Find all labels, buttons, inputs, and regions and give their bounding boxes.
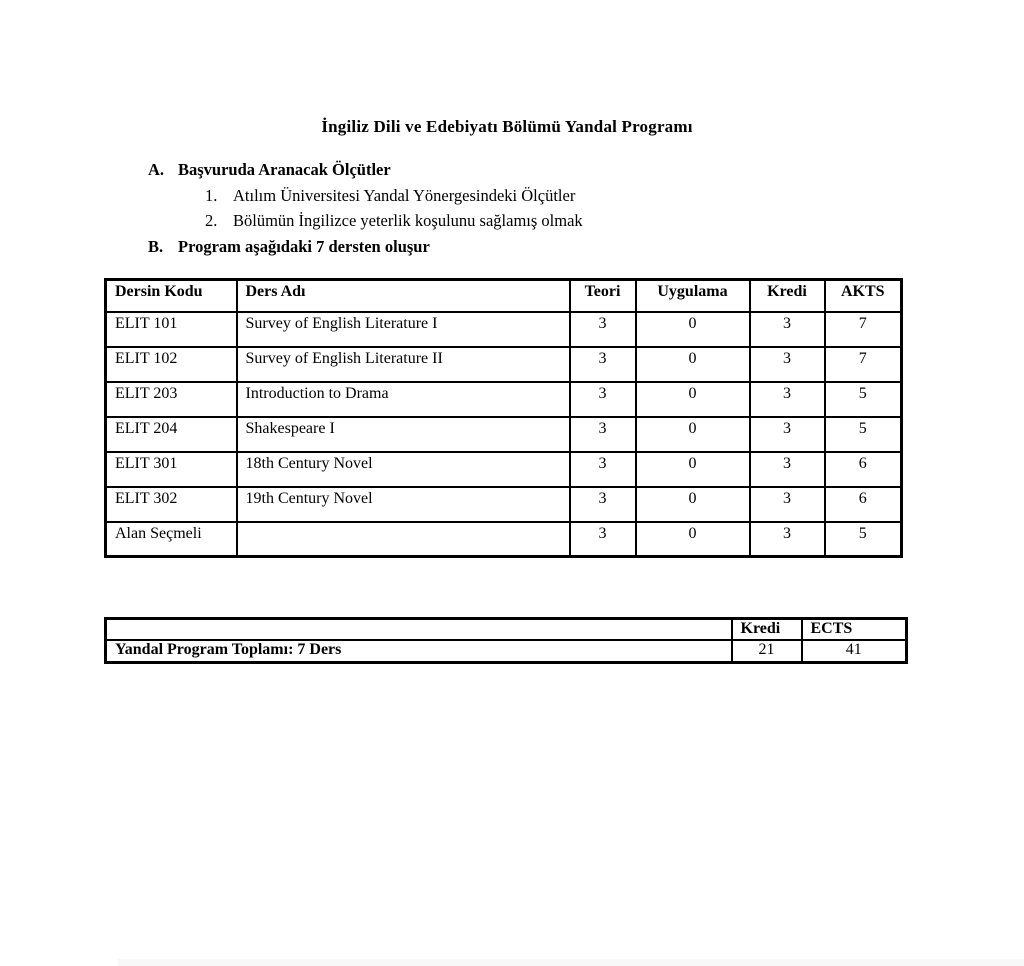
course-col-header: Uygulama: [634, 278, 751, 313]
course-name-cell: Survey of English Literature II: [235, 345, 571, 383]
course-col-header: Teori: [568, 278, 637, 313]
course-row: ELIT 203 Introduction to Drama 3 0 3 5: [104, 380, 903, 418]
course-value-cell: 0: [634, 450, 751, 488]
section-a-text: Başvuruda Aranacak Ölçütler: [178, 160, 391, 179]
course-col-header: Dersin Kodu: [104, 278, 238, 313]
course-code-cell: ELIT 203: [104, 380, 238, 418]
course-value-cell: 0: [634, 415, 751, 453]
course-col-header: Ders Adı: [235, 278, 571, 313]
course-table: Dersin Kodu Ders Adı Teori Uygulama Kredi AKT…: [104, 278, 903, 558]
course-value-cell: 3: [748, 450, 826, 488]
course-value-cell: 5: [823, 415, 903, 453]
course-value-cell: 3: [748, 310, 826, 348]
course-value-cell: 3: [748, 380, 826, 418]
summary-total-row: Yandal Program Toplamı: 7 Ders 21 41: [104, 638, 908, 664]
course-name-cell: 18th Century Novel: [235, 450, 571, 488]
course-value-cell: 7: [823, 345, 903, 383]
course-value-cell: 5: [823, 380, 903, 418]
summary-empty-header-cell: [104, 617, 733, 641]
section-a-marker: A.: [148, 160, 165, 179]
page-edge-strip: [118, 959, 1024, 966]
course-value-cell: 3: [748, 345, 826, 383]
course-value-cell: 3: [568, 520, 637, 558]
course-value-cell: 0: [634, 520, 751, 558]
section-b-heading: B. Program aşağıdaki 7 dersten oluşur: [148, 237, 430, 257]
course-value-cell: 3: [748, 485, 826, 523]
course-row: Alan Seçmeli 3 0 3 5: [104, 520, 903, 558]
summary-kredi-total: 21: [730, 638, 803, 664]
course-row: ELIT 301 18th Century Novel 3 0 3 6: [104, 450, 903, 488]
section-b-marker: B.: [148, 237, 164, 256]
course-table-header-row: Dersin Kodu Ders Adı Teori Uygulama Kredi AKT…: [104, 278, 903, 313]
criteria-item-2-marker: 2.: [205, 211, 218, 230]
summary-table: Kredi ECTS Yandal Program Toplamı: 7 Der…: [104, 617, 908, 664]
course-code-cell: ELIT 301: [104, 450, 238, 488]
summary-total-label: Yandal Program Toplamı: 7 Ders: [104, 638, 733, 664]
section-b-text: Program aşağıdaki 7 dersten oluşur: [178, 237, 430, 256]
criteria-item-1-text: Atılım Üniversitesi Yandal Yönergesindek…: [233, 186, 576, 205]
course-value-cell: 3: [748, 520, 826, 558]
course-name-cell: Shakespeare I: [235, 415, 571, 453]
course-value-cell: 0: [634, 485, 751, 523]
course-row: ELIT 102 Survey of English Literature II 3…: [104, 345, 903, 383]
course-name-cell: [235, 520, 571, 558]
course-code-cell: ELIT 102: [104, 345, 238, 383]
course-value-cell: 3: [568, 450, 637, 488]
summary-ects-header: ECTS: [800, 617, 908, 641]
course-value-cell: 7: [823, 310, 903, 348]
course-value-cell: 0: [634, 380, 751, 418]
criteria-item-2-text: Bölümün İngilizce yeterlik koşulunu sağl…: [233, 211, 583, 230]
section-a-heading: A. Başvuruda Aranacak Ölçütler: [148, 160, 391, 180]
course-code-cell: Alan Seçmeli: [104, 520, 238, 558]
course-value-cell: 6: [823, 485, 903, 523]
course-value-cell: 3: [748, 415, 826, 453]
summary-table-header-row: Kredi ECTS: [104, 617, 908, 641]
course-value-cell: 3: [568, 310, 637, 348]
course-value-cell: 0: [634, 345, 751, 383]
course-col-header: Kredi: [748, 278, 826, 313]
course-value-cell: 6: [823, 450, 903, 488]
course-col-header: AKTS: [823, 278, 903, 313]
course-value-cell: 3: [568, 485, 637, 523]
course-value-cell: 3: [568, 415, 637, 453]
page-title: İngiliz Dili ve Edebiyatı Bölümü Yandal …: [321, 117, 693, 136]
course-code-cell: ELIT 101: [104, 310, 238, 348]
course-name-cell: Introduction to Drama: [235, 380, 571, 418]
course-value-cell: 5: [823, 520, 903, 558]
summary-kredi-header: Kredi: [730, 617, 803, 641]
course-value-cell: 0: [634, 310, 751, 348]
course-row: ELIT 302 19th Century Novel 3 0 3 6: [104, 485, 903, 523]
criteria-item-1-marker: 1.: [205, 186, 218, 205]
course-value-cell: 3: [568, 380, 637, 418]
course-name-cell: Survey of English Literature I: [235, 310, 571, 348]
course-value-cell: 3: [568, 345, 637, 383]
criteria-item-2: 2. Bölümün İngilizce yeterlik koşulunu s…: [205, 211, 583, 231]
course-name-cell: 19th Century Novel: [235, 485, 571, 523]
course-code-cell: ELIT 302: [104, 485, 238, 523]
criteria-item-1: 1. Atılım Üniversitesi Yandal Yönergesin…: [205, 186, 575, 206]
course-code-cell: ELIT 204: [104, 415, 238, 453]
summary-ects-total: 41: [800, 638, 908, 664]
